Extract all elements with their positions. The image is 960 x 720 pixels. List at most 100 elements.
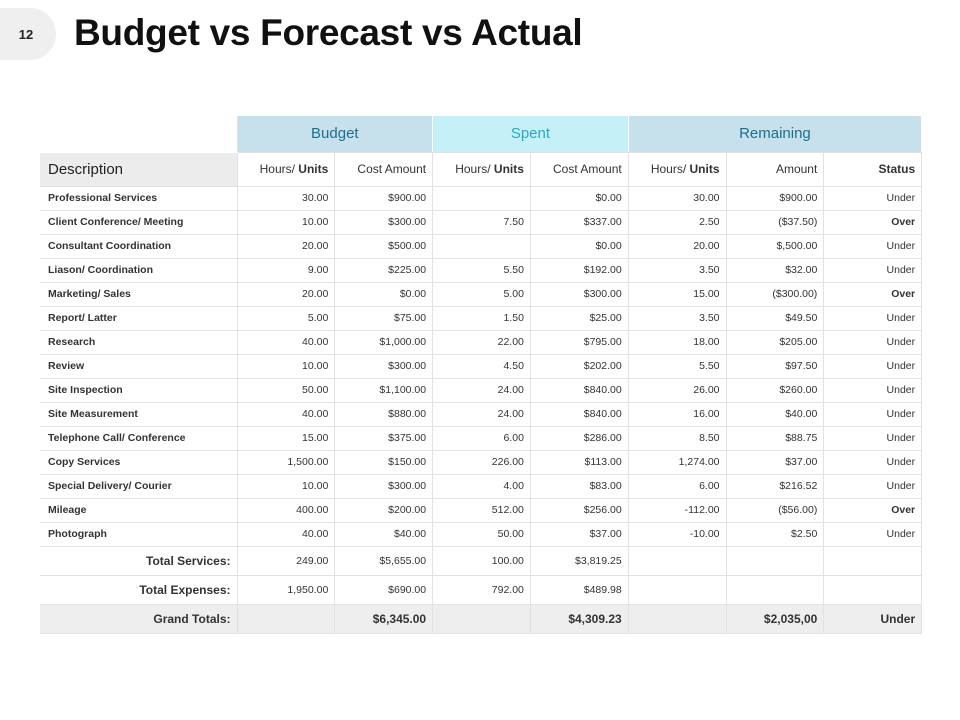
remaining-amount-cell: $37.00 bbox=[726, 450, 825, 475]
spent-hours-cell: 4.00 bbox=[432, 474, 531, 499]
remaining-hours-cell: 8.50 bbox=[628, 426, 727, 451]
remaining-amount-cell: $49.50 bbox=[726, 306, 825, 331]
budget-table: Budget Spent Remaining Description Hours… bbox=[40, 116, 923, 634]
remaining-amount-cell: $900.00 bbox=[726, 186, 825, 211]
description-cell: Client Conference/ Meeting bbox=[40, 210, 238, 235]
grand-total-label: Grand Totals: bbox=[40, 604, 238, 634]
group-header-spent: Spent bbox=[432, 116, 629, 153]
budget-hours-cell: 30.00 bbox=[237, 186, 336, 211]
budget-hours-cell: 10.00 bbox=[237, 354, 336, 379]
spent-cost-cell: $113.00 bbox=[530, 450, 629, 475]
budget-hours-cell: 40.00 bbox=[237, 402, 336, 427]
grand-remaining-amount: $2,035,00 bbox=[726, 604, 825, 634]
status-cell: Under bbox=[823, 402, 923, 427]
spent-cost-cell: $0.00 bbox=[530, 186, 629, 211]
remaining-amount-cell: $,500.00 bbox=[726, 234, 825, 259]
total-label-cell: Total Services: bbox=[40, 546, 238, 576]
spent-cost-cell: $192.00 bbox=[530, 258, 629, 283]
group-header-blank bbox=[40, 116, 238, 153]
budget-cost-cell: $375.00 bbox=[334, 426, 434, 451]
spent-hours-cell bbox=[432, 234, 531, 259]
totals-row: Total Expenses: 1,950.00 $690.00 792.00 $489… bbox=[40, 575, 923, 605]
table-row: Copy Services 1,500.00 $150.00 226.00 $113.0… bbox=[40, 450, 923, 475]
spent-cost-cell: $840.00 bbox=[530, 378, 629, 403]
budget-cost-cell: $75.00 bbox=[334, 306, 434, 331]
budget-cost-cell: $5,655.00 bbox=[334, 546, 434, 576]
status-cell: Over bbox=[823, 282, 923, 307]
remaining-hours-cell: 3.50 bbox=[628, 306, 727, 331]
remaining-hours-cell: -112.00 bbox=[628, 498, 727, 523]
table-row: Telephone Call/ Conference 15.00 $375.00 6.… bbox=[40, 426, 923, 451]
description-cell: Site Inspection bbox=[40, 378, 238, 403]
budget-hours-cell: 40.00 bbox=[237, 522, 336, 547]
remaining-hours-cell: 16.00 bbox=[628, 402, 727, 427]
budget-hours-cell: 15.00 bbox=[237, 426, 336, 451]
budget-hours-cell: 249.00 bbox=[237, 546, 336, 576]
remaining-amount-cell: $205.00 bbox=[726, 330, 825, 355]
status-cell: Under bbox=[823, 426, 923, 451]
spent-hours-cell: 792.00 bbox=[432, 575, 531, 605]
budget-hours-cell: 10.00 bbox=[237, 474, 336, 499]
description-cell: Research bbox=[40, 330, 238, 355]
hours-units: Units bbox=[298, 162, 329, 176]
table-row: Report/ Latter 5.00 $75.00 1.50 $25.00 3.50 $4… bbox=[40, 306, 923, 331]
remaining-hours-cell: 1,274.00 bbox=[628, 450, 727, 475]
totals-body: Total Services: 249.00 $5,655.00 100.00 $3,8… bbox=[40, 546, 923, 634]
budget-hours-cell: 50.00 bbox=[237, 378, 336, 403]
description-cell: Marketing/ Sales bbox=[40, 282, 238, 307]
grand-totals-row: Grand Totals: $6,345.00 $4,309.23 $2,035,00… bbox=[40, 604, 923, 634]
table-row: Mileage 400.00 $200.00 512.00 $256.00 -112.00… bbox=[40, 498, 923, 523]
group-header-row: Budget Spent Remaining bbox=[40, 116, 923, 153]
budget-cost-cell: $690.00 bbox=[334, 575, 434, 605]
budget-cost-cell: $300.00 bbox=[334, 354, 434, 379]
budget-hours-cell: 9.00 bbox=[237, 258, 336, 283]
column-header-budget-hours: Hours/ Units bbox=[237, 152, 336, 187]
remaining-hours-cell: 18.00 bbox=[628, 330, 727, 355]
spent-hours-cell: 100.00 bbox=[432, 546, 531, 576]
slide-number: 12 bbox=[0, 8, 56, 60]
description-cell: Special Delivery/ Courier bbox=[40, 474, 238, 499]
column-header-row: Description Hours/ Units Cost Amount Hou… bbox=[40, 152, 923, 187]
budget-cost-cell: $150.00 bbox=[334, 450, 434, 475]
description-cell: Photograph bbox=[40, 522, 238, 547]
table-row: Site Inspection 50.00 $1,100.00 24.00 $840.0… bbox=[40, 378, 923, 403]
budget-cost-cell: $880.00 bbox=[334, 402, 434, 427]
spent-cost-cell: $300.00 bbox=[530, 282, 629, 307]
budget-cost-cell: $1,000.00 bbox=[334, 330, 434, 355]
status-cell: Under bbox=[823, 378, 923, 403]
description-cell: Professional Services bbox=[40, 186, 238, 211]
budget-hours-cell: 20.00 bbox=[237, 282, 336, 307]
hours-prefix: Hours/ bbox=[455, 162, 491, 176]
budget-cost-cell: $1,100.00 bbox=[334, 378, 434, 403]
spent-hours-cell: 24.00 bbox=[432, 378, 531, 403]
remaining-hours-cell bbox=[628, 546, 727, 576]
remaining-hours-cell: 3.50 bbox=[628, 258, 727, 283]
remaining-hours-cell: 30.00 bbox=[628, 186, 727, 211]
budget-hours-cell: 1,500.00 bbox=[237, 450, 336, 475]
spent-hours-cell: 22.00 bbox=[432, 330, 531, 355]
remaining-amount-cell: $32.00 bbox=[726, 258, 825, 283]
budget-cost-cell: $40.00 bbox=[334, 522, 434, 547]
spent-hours-cell: 226.00 bbox=[432, 450, 531, 475]
table-row: Photograph 40.00 $40.00 50.00 $37.00 -10.00 $2… bbox=[40, 522, 923, 547]
hours-prefix: Hours/ bbox=[650, 162, 687, 176]
description-cell: Mileage bbox=[40, 498, 238, 523]
description-cell: Telephone Call/ Conference bbox=[40, 426, 238, 451]
remaining-hours-cell: 26.00 bbox=[628, 378, 727, 403]
spent-cost-cell: $256.00 bbox=[530, 498, 629, 523]
remaining-amount-cell: $88.75 bbox=[726, 426, 825, 451]
status-cell: Over bbox=[823, 498, 923, 523]
page-title: Budget vs Forecast vs Actual bbox=[74, 12, 583, 53]
table-row: Consultant Coordination 20.00 $500.00 $0.00… bbox=[40, 234, 923, 259]
description-cell: Site Measurement bbox=[40, 402, 238, 427]
column-header-remaining-hours: Hours/ Units bbox=[628, 152, 727, 187]
spent-hours-cell: 24.00 bbox=[432, 402, 531, 427]
remaining-hours-cell: 20.00 bbox=[628, 234, 727, 259]
spent-cost-cell: $795.00 bbox=[530, 330, 629, 355]
description-cell: Review bbox=[40, 354, 238, 379]
spent-cost-cell: $0.00 bbox=[530, 234, 629, 259]
status-cell: Under bbox=[823, 186, 923, 211]
status-cell: Under bbox=[823, 522, 923, 547]
budget-cost-cell: $225.00 bbox=[334, 258, 434, 283]
table-body: Professional Services 30.00 $900.00 $0.00 30… bbox=[40, 186, 923, 547]
